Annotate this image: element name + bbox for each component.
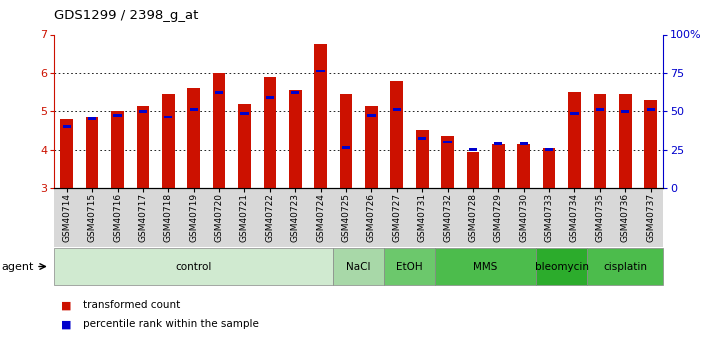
Text: control: control <box>175 262 212 272</box>
Text: GSM40730: GSM40730 <box>519 193 528 242</box>
Bar <box>215 91 224 93</box>
Text: MMS: MMS <box>474 262 497 272</box>
Bar <box>596 108 604 111</box>
Text: GSM40717: GSM40717 <box>138 193 147 242</box>
Bar <box>289 90 301 188</box>
Text: GSM40725: GSM40725 <box>342 193 350 242</box>
Text: GSM40735: GSM40735 <box>596 193 604 242</box>
Bar <box>162 94 174 188</box>
Bar <box>391 81 403 188</box>
Bar <box>61 119 73 188</box>
Bar <box>367 114 376 117</box>
Text: GSM40736: GSM40736 <box>621 193 629 242</box>
Bar <box>190 108 198 111</box>
Bar <box>545 148 553 151</box>
Bar <box>317 70 324 72</box>
Bar <box>393 108 401 111</box>
Text: GDS1299 / 2398_g_at: GDS1299 / 2398_g_at <box>54 9 198 22</box>
Text: ■: ■ <box>61 319 72 329</box>
Bar <box>443 140 451 144</box>
Text: transformed count: transformed count <box>83 300 180 310</box>
Bar <box>469 148 477 151</box>
Text: GSM40731: GSM40731 <box>417 193 427 242</box>
Text: GSM40732: GSM40732 <box>443 193 452 242</box>
Bar <box>314 44 327 188</box>
Bar <box>570 112 578 115</box>
Text: GSM40720: GSM40720 <box>215 193 224 242</box>
Bar <box>266 96 274 99</box>
Text: EtOH: EtOH <box>396 262 423 272</box>
Text: GSM40726: GSM40726 <box>367 193 376 242</box>
Bar <box>63 125 71 128</box>
Bar <box>418 137 426 140</box>
Text: GSM40733: GSM40733 <box>544 193 554 242</box>
Bar <box>187 88 200 188</box>
Bar <box>647 108 655 111</box>
Text: GSM40715: GSM40715 <box>88 193 97 242</box>
Text: GSM40737: GSM40737 <box>646 193 655 242</box>
Text: GSM40716: GSM40716 <box>113 193 122 242</box>
Text: GSM40734: GSM40734 <box>570 193 579 242</box>
Text: GSM40714: GSM40714 <box>62 193 71 242</box>
Bar <box>568 92 581 188</box>
Text: ■: ■ <box>61 300 72 310</box>
Bar <box>619 94 632 188</box>
Text: GSM40724: GSM40724 <box>316 193 325 242</box>
Bar <box>136 106 149 188</box>
Text: cisplatin: cisplatin <box>603 262 647 272</box>
Text: NaCl: NaCl <box>347 262 371 272</box>
Bar <box>113 114 122 117</box>
Bar <box>164 116 172 118</box>
Bar <box>111 111 124 188</box>
Bar <box>593 94 606 188</box>
Bar <box>645 100 657 188</box>
Text: GSM40727: GSM40727 <box>392 193 402 242</box>
Bar <box>139 110 147 113</box>
Text: GSM40729: GSM40729 <box>494 193 503 242</box>
Text: agent: agent <box>1 262 34 272</box>
Text: bleomycin: bleomycin <box>535 262 589 272</box>
Bar <box>365 106 378 188</box>
Bar <box>492 144 505 188</box>
Bar <box>240 112 249 115</box>
Text: GSM40722: GSM40722 <box>265 193 275 242</box>
Bar <box>466 151 479 188</box>
Text: GSM40721: GSM40721 <box>240 193 249 242</box>
Bar <box>543 148 555 188</box>
Bar <box>88 118 97 120</box>
Bar <box>441 136 454 188</box>
Bar <box>263 77 276 188</box>
Text: percentile rank within the sample: percentile rank within the sample <box>83 319 259 329</box>
Bar <box>238 104 251 188</box>
Text: GSM40719: GSM40719 <box>189 193 198 242</box>
Bar <box>520 142 528 145</box>
Bar <box>494 142 503 145</box>
Bar <box>416 130 428 188</box>
Bar <box>213 73 226 188</box>
Bar <box>621 110 629 113</box>
Bar <box>518 144 530 188</box>
Text: GSM40728: GSM40728 <box>469 193 477 242</box>
Bar <box>342 146 350 149</box>
Text: GSM40723: GSM40723 <box>291 193 300 242</box>
Bar <box>340 94 353 188</box>
Text: GSM40718: GSM40718 <box>164 193 173 242</box>
Bar <box>86 117 99 188</box>
Bar <box>291 91 299 93</box>
